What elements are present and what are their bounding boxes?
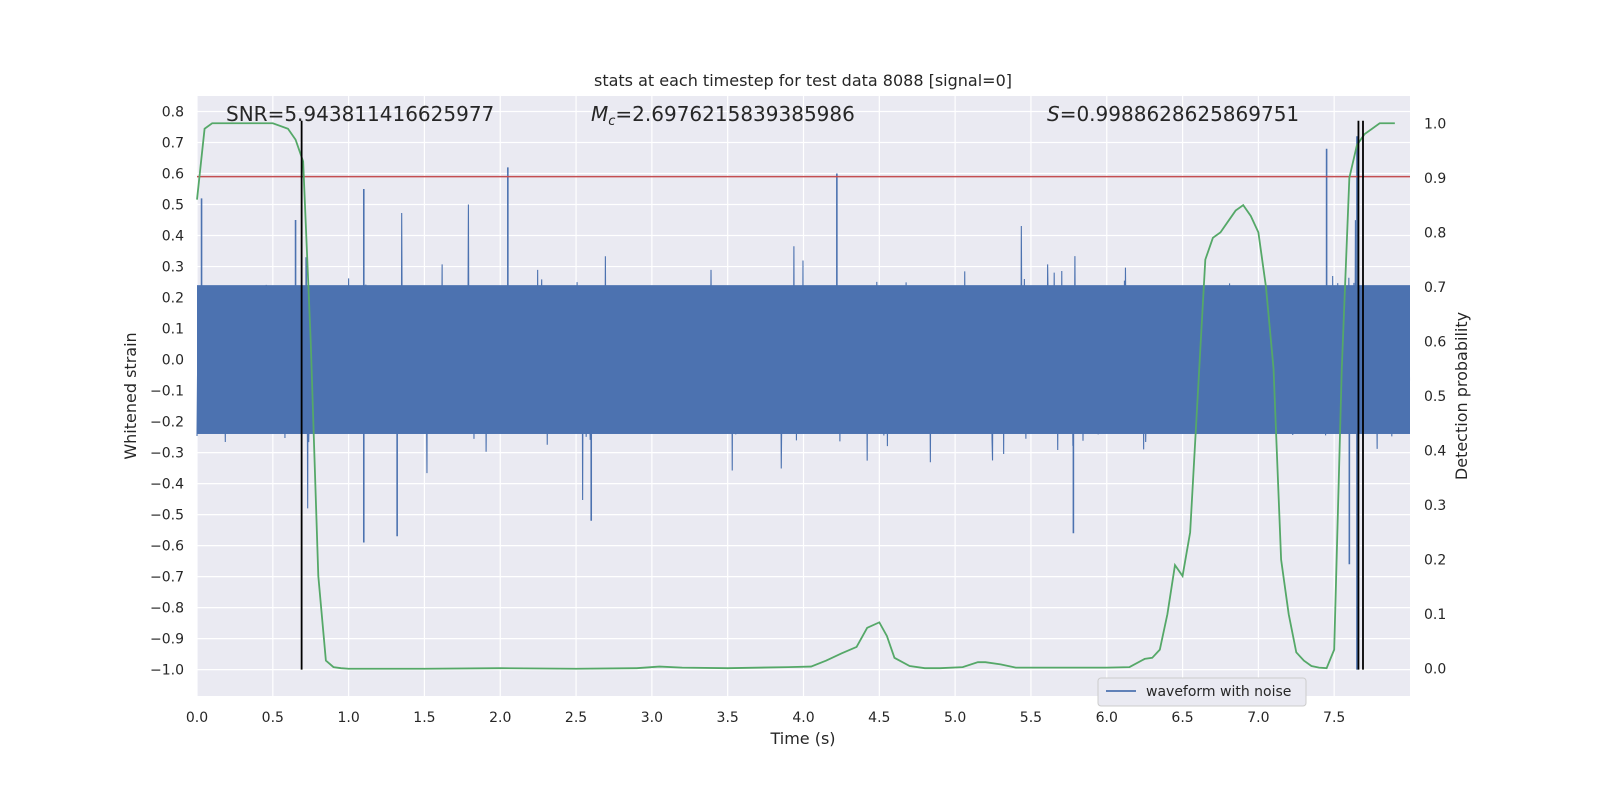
x-tick-label: 4.0 [792, 710, 814, 726]
y-tick-label: −0.5 [150, 508, 184, 524]
s-annotation: S=0.9988628625869751 [1047, 102, 1299, 126]
x-tick-label: 4.5 [868, 710, 890, 726]
s-label: S [1047, 102, 1060, 126]
y-tick-label: −0.4 [150, 477, 184, 493]
x-tick-label: 1.5 [413, 710, 435, 726]
y-tick-label: −0.7 [150, 570, 184, 586]
x-tick-label: 6.5 [1171, 710, 1193, 726]
x-tick-label: 3.5 [717, 710, 739, 726]
waveform-series [196, 136, 1411, 670]
x-axis-label: Time (s) [769, 729, 835, 748]
y-tick-label: 0.4 [162, 229, 184, 245]
chart-title: stats at each timestep for test data 808… [594, 71, 1012, 90]
y2-tick-label: 0.1 [1424, 607, 1446, 623]
y-tick-label: −0.6 [150, 539, 184, 555]
legend: waveform with noise [1097, 677, 1307, 707]
y2-tick-label: 0.0 [1424, 662, 1446, 678]
probability-line [196, 122, 1395, 670]
y-tick-label: 0.5 [162, 198, 184, 214]
y-tick-label: −0.9 [150, 632, 184, 648]
snr-value: =5.943811416625977 [268, 102, 495, 126]
s-value: =0.9988628625869751 [1060, 102, 1299, 126]
y2-tick-label: 0.9 [1424, 171, 1446, 187]
snr-label: SNR [226, 102, 268, 126]
y-tick-label: 0.0 [162, 353, 184, 369]
y2-tick-label: 0.5 [1424, 389, 1446, 405]
x-tick-label: 6.0 [1096, 710, 1118, 726]
y2-axis-label: Detection probability [1452, 312, 1471, 480]
y2-tick-label: 0.2 [1424, 553, 1446, 569]
snr-annotation: SNR=5.943811416625977 [226, 102, 494, 126]
y-axis-label: Whitened strain [121, 332, 140, 459]
legend-box [1097, 677, 1307, 707]
y-tick-labels: 0.8 0.7 0.6 0.5 0.4 0.3 0.2 0.1 0.0 −0.1 −0.2 −0.3 −… [150, 105, 184, 679]
x-tick-label: 3.0 [641, 710, 663, 726]
y2-tick-label: 0.6 [1424, 334, 1446, 350]
y2-tick-label: 0.7 [1424, 280, 1446, 296]
y-tick-label: −0.1 [150, 384, 184, 400]
x-tick-label: 0.5 [262, 710, 284, 726]
x-tick-label: 2.0 [489, 710, 511, 726]
y2-tick-labels: 1.0 0.9 0.8 0.7 0.6 0.5 0.4 0.3 0.2 0.1 0.0 [1424, 116, 1446, 677]
y-tick-label: 0.8 [162, 105, 184, 121]
marker-line-layer [300, 120, 1364, 670]
y-tick-label: −1.0 [150, 663, 184, 679]
y-tick-label: 0.1 [162, 322, 184, 338]
y-tick-label: −0.3 [150, 446, 184, 462]
x-tick-labels: 0.0 0.5 1.0 1.5 2.0 2.5 3.0 3.5 4.0 4.5 5.0 5.5 6.0 6… [186, 710, 1345, 726]
waveform-core-band [197, 285, 1410, 434]
y-tick-label: −0.8 [150, 601, 184, 617]
x-tick-label: 5.0 [944, 710, 966, 726]
y2-tick-label: 1.0 [1424, 116, 1446, 132]
mc-subscript: c [608, 114, 615, 129]
x-tick-label: 5.5 [1020, 710, 1042, 726]
y2-tick-label: 0.8 [1424, 225, 1446, 241]
x-tick-label: 0.0 [186, 710, 208, 726]
y2-tick-label: 0.3 [1424, 498, 1446, 514]
x-tick-label: 7.5 [1323, 710, 1345, 726]
x-tick-label: 2.5 [565, 710, 587, 726]
mc-value: =2.6976215839385986 [615, 102, 854, 126]
mc-annotation: Mc=2.6976215839385986 [591, 102, 855, 129]
mc-label: M [591, 102, 608, 126]
y-tick-label: 0.3 [162, 260, 184, 276]
y2-tick-label: 0.4 [1424, 444, 1446, 460]
x-tick-label: 7.0 [1247, 710, 1269, 726]
y-tick-label: 0.7 [162, 136, 184, 152]
legend-label: waveform with noise [1146, 684, 1291, 700]
x-tick-label: 1.0 [337, 710, 359, 726]
probability-series [196, 122, 1395, 670]
y-tick-label: −0.2 [150, 415, 184, 431]
y-tick-label: 0.6 [162, 167, 184, 183]
y-tick-label: 0.2 [162, 291, 184, 307]
